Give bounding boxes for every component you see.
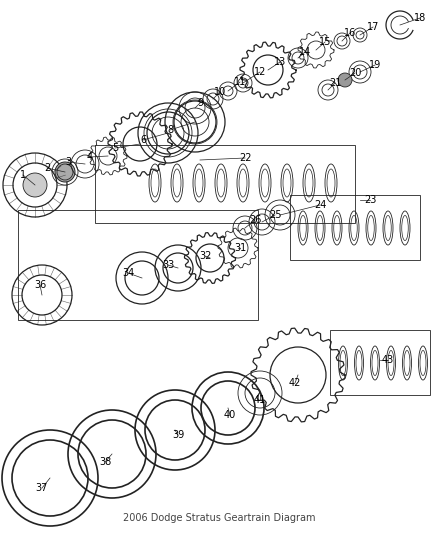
Text: 13: 13 [274,57,286,67]
Text: 17: 17 [367,22,379,32]
Text: 14: 14 [299,47,311,57]
Bar [330,330,430,395]
Bar [95,145,355,223]
Text: 42: 42 [289,378,301,388]
Text: 34: 34 [122,268,134,278]
Text: 39: 39 [172,430,184,440]
Text: 16: 16 [344,28,356,38]
Text: 4: 4 [87,152,93,162]
Text: 40: 40 [224,410,236,420]
Text: 41: 41 [254,395,266,405]
Text: 23: 23 [364,195,376,205]
Text: 6: 6 [140,135,146,145]
Text: 2006 Dodge Stratus Geartrain Diagram: 2006 Dodge Stratus Geartrain Diagram [123,513,315,523]
Text: 3: 3 [65,157,71,167]
Text: 10: 10 [214,87,226,97]
Text: 5: 5 [112,143,118,153]
Circle shape [23,173,47,197]
Text: 8: 8 [167,125,173,135]
Circle shape [338,73,352,87]
Text: 12: 12 [254,67,266,77]
Text: 20: 20 [349,68,361,78]
Text: 1: 1 [20,170,26,180]
Text: 9: 9 [197,98,203,108]
Text: 2: 2 [44,163,50,173]
Text: 18: 18 [414,13,426,23]
Text: 43: 43 [382,355,394,365]
Text: 36: 36 [34,280,46,290]
Text: 26: 26 [249,215,261,225]
Text: 25: 25 [269,210,281,220]
Text: 15: 15 [319,37,331,47]
Bar [18,210,258,320]
Text: 19: 19 [369,60,381,70]
Text: 21: 21 [329,78,341,88]
Circle shape [55,162,75,182]
Text: 22: 22 [239,153,251,163]
Text: 38: 38 [99,457,111,467]
Bar [290,195,420,260]
Text: 37: 37 [36,483,48,493]
Text: 11: 11 [234,77,246,87]
Text: 24: 24 [314,200,326,210]
Text: 33: 33 [162,260,174,270]
Text: 31: 31 [234,243,246,253]
Text: 32: 32 [199,251,211,261]
